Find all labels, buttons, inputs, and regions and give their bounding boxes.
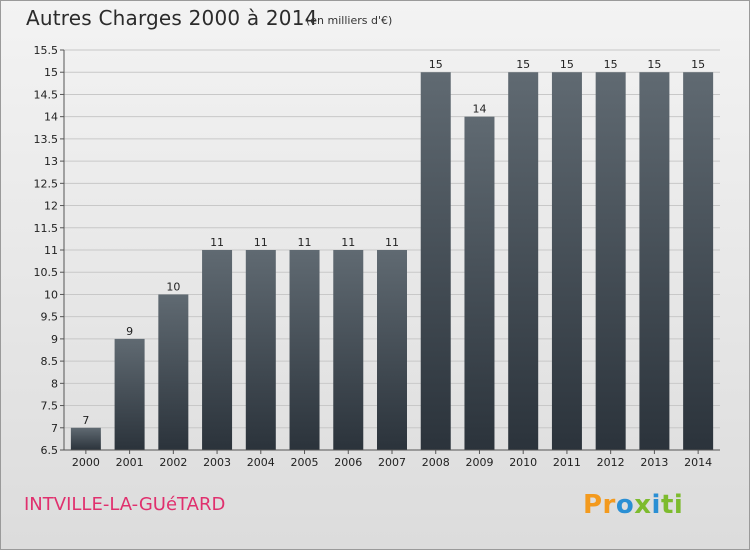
value-label: 15: [691, 58, 705, 71]
bar-2012: [595, 72, 626, 450]
y-tick-label: 14.5: [34, 88, 59, 101]
bar-2005: [289, 250, 320, 450]
brand-letter: i: [651, 490, 661, 520]
y-tick-label: 13.5: [34, 133, 59, 146]
y-tick-label: 10.5: [34, 266, 59, 279]
bar-2000: [70, 427, 101, 450]
x-tick-label: 2014: [684, 456, 712, 469]
y-tick-label: 12.5: [34, 177, 59, 190]
x-tick-label: 2007: [378, 456, 406, 469]
brand-letter: Pr: [583, 490, 616, 520]
y-tick-label: 6.5: [41, 444, 59, 457]
x-tick-label: 2010: [509, 456, 537, 469]
chart-title: Autres Charges 2000 à 2014: [26, 6, 318, 30]
y-tick-label: 7: [51, 422, 58, 435]
y-tick-label: 10: [44, 288, 58, 301]
bar-2011: [551, 72, 582, 450]
x-tick-label: 2011: [553, 456, 581, 469]
value-label: 15: [604, 58, 618, 71]
bar-2002: [158, 294, 189, 450]
bar-2004: [245, 250, 276, 450]
x-tick-label: 2003: [203, 456, 231, 469]
x-tick-label: 2013: [640, 456, 668, 469]
y-tick-label: 11: [44, 244, 58, 257]
y-tick-label: 13: [44, 155, 58, 168]
value-label: 11: [385, 236, 399, 249]
value-label: 11: [210, 236, 224, 249]
value-label: 11: [298, 236, 312, 249]
value-label: 11: [254, 236, 268, 249]
y-tick-label: 8.5: [41, 355, 59, 368]
x-tick-label: 2012: [597, 456, 625, 469]
y-tick-label: 8: [51, 377, 58, 390]
brand-letter: o: [615, 490, 635, 520]
x-tick-label: 2008: [422, 456, 450, 469]
bar-2009: [464, 116, 495, 451]
y-tick-label: 14: [44, 111, 58, 124]
bar-2007: [377, 250, 407, 450]
value-label: 15: [516, 58, 530, 71]
bar-2001: [114, 338, 145, 450]
bar-2003: [202, 250, 233, 450]
bar-2014: [683, 72, 714, 450]
x-tick-label: 2006: [334, 456, 362, 469]
bar-2013: [639, 72, 670, 450]
y-tick-label: 12: [44, 200, 58, 213]
value-label: 7: [82, 414, 89, 427]
brand-letter: x: [634, 490, 652, 520]
x-tick-label: 2004: [247, 456, 275, 469]
y-tick-label: 7.5: [41, 400, 59, 413]
proxiti-logo: Proxiti: [583, 490, 683, 520]
x-tick-label: 2001: [116, 456, 144, 469]
value-label: 15: [560, 58, 574, 71]
value-label: 9: [126, 325, 133, 338]
value-label: 10: [166, 280, 180, 293]
value-label: 15: [647, 58, 661, 71]
y-tick-label: 15: [44, 66, 58, 79]
x-tick-label: 2000: [72, 456, 100, 469]
value-label: 14: [472, 103, 486, 116]
bar-2008: [420, 72, 451, 450]
bar-2010: [508, 72, 539, 450]
y-tick-label: 15.5: [34, 44, 59, 57]
y-tick-label: 9: [51, 333, 58, 346]
commune-name: INTVILLE-LA-GUéTARD: [24, 494, 226, 515]
x-tick-label: 2009: [465, 456, 493, 469]
value-label: 15: [429, 58, 443, 71]
brand-letter: ti: [660, 490, 684, 520]
x-tick-label: 2002: [159, 456, 187, 469]
chart-subtitle: (en milliers d'€): [306, 14, 393, 27]
value-label: 11: [341, 236, 355, 249]
y-tick-label: 9.5: [41, 311, 59, 324]
y-tick-label: 11.5: [34, 222, 59, 235]
x-tick-label: 2005: [291, 456, 319, 469]
bar-2006: [333, 250, 364, 450]
